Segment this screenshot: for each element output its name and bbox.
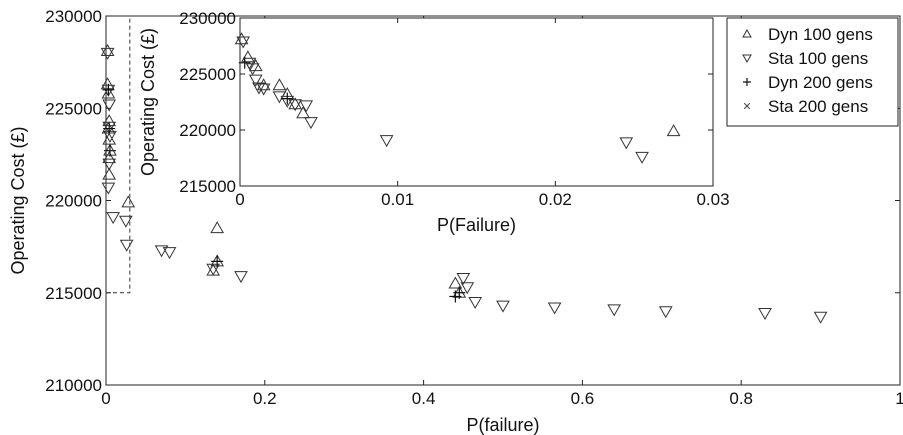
- inset-data-point: [379, 135, 394, 148]
- inset-data-point: [296, 106, 310, 119]
- inset-data-point: [241, 50, 255, 63]
- main-x-tick-label: 0.4: [412, 389, 436, 408]
- main-data-point: [118, 215, 133, 228]
- main-data-point: [102, 99, 117, 112]
- legend-label: Sta 200 gens: [768, 97, 868, 116]
- legend-box: [726, 17, 899, 127]
- main-data-point: [154, 245, 169, 258]
- main-data-point: [101, 86, 116, 99]
- main-data-point: [102, 158, 117, 171]
- inset-data-point: [299, 100, 314, 113]
- main-data-point: [211, 255, 224, 268]
- inset-data-point: [248, 59, 263, 72]
- main-data-point: [106, 212, 121, 225]
- inset-data-point: [304, 117, 318, 130]
- main-data-point: [102, 151, 117, 164]
- main-data-point: [206, 263, 221, 276]
- main-data-point: [210, 221, 225, 234]
- main-data-point: [100, 44, 115, 57]
- legend-marker: [742, 54, 752, 64]
- main-x-tick-label: 0: [101, 389, 110, 408]
- main-data-point: [162, 247, 177, 260]
- main-data-point: [658, 306, 673, 319]
- legend-label: Sta 100 gens: [768, 49, 868, 68]
- main-data-point: [813, 311, 828, 324]
- main-data-point: [103, 130, 117, 143]
- main-data-point: [468, 296, 483, 309]
- main-data-point: [100, 47, 115, 60]
- inset-x-axis-label: P(Failure): [437, 215, 516, 235]
- inset-data-point: [236, 36, 251, 49]
- inset-x-tick-label: 0.01: [381, 190, 414, 209]
- main-data-point: [102, 167, 117, 180]
- main-x-tick-label: 1: [895, 389, 903, 408]
- main-series-sta-100-gens: [100, 47, 828, 324]
- legend-entry: Dyn 200 gens: [743, 73, 873, 92]
- main-data-point: [103, 122, 116, 135]
- main-data-point: [102, 121, 117, 134]
- inset-plot-area: 0 0.01 0.02 0.03 215000 220000 225000 230000 P(F…: [138, 9, 730, 235]
- main-data-point: [101, 182, 116, 195]
- main-y-axis-label: Operating Cost (£): [8, 126, 28, 274]
- inset-y-tick-label: 225000: [179, 65, 236, 84]
- main-data-point: [758, 308, 772, 321]
- main-x-axis-label: P(failure): [466, 415, 539, 435]
- inset-data-point: [256, 83, 271, 96]
- legend-entry: Sta 100 gens: [742, 49, 868, 68]
- legend-marker: [742, 28, 752, 38]
- legend-entry: Sta 200 gens: [743, 97, 868, 116]
- main-data-point: [234, 271, 248, 284]
- main-data-point: [121, 195, 136, 208]
- inset-frame: [239, 17, 714, 187]
- main-data-point: [607, 304, 622, 317]
- inset-data-point: [248, 74, 263, 87]
- legend-label: Dyn 200 gens: [768, 73, 873, 92]
- inset-y-tick-label: 230000: [179, 9, 236, 28]
- inset-data-point: [635, 151, 649, 164]
- main-x-tick-label: 0.6: [571, 389, 595, 408]
- inset-data-point: [245, 63, 260, 76]
- main-y-tick-label: 220000: [45, 192, 102, 211]
- inset-x-tick-label: 0.03: [696, 190, 729, 209]
- inset-data-point: [252, 82, 266, 95]
- main-data-point: [496, 300, 510, 313]
- inset-data-point: [288, 99, 303, 112]
- main-y-tick-label: 230000: [45, 7, 102, 26]
- legend-entry: Dyn 100 gens: [742, 25, 873, 44]
- main-x-tick-label: 0.2: [253, 389, 277, 408]
- inset-data-point: [238, 56, 251, 69]
- main-x-tick-label: 0.8: [729, 389, 753, 408]
- main-series-dyn-200-gens: [102, 83, 466, 303]
- inset-data-point: [619, 137, 634, 150]
- legend-marker: [743, 102, 751, 110]
- inset-series-dyn-200-gens: [238, 56, 294, 105]
- zoom-region-box: [106, 16, 131, 294]
- inset-data-point: [272, 91, 287, 104]
- legend-label: Dyn 100 gens: [768, 25, 873, 44]
- inset-data-point: [272, 78, 287, 91]
- main-data-point: [448, 276, 463, 289]
- zoom-region-outline: [106, 16, 131, 294]
- main-y-tick-label: 210000: [45, 376, 102, 395]
- main-data-point: [453, 286, 466, 299]
- main-data-point: [101, 121, 116, 134]
- main-data-point: [456, 272, 471, 285]
- inset-y-axis-label: Operating Cost (£): [138, 28, 158, 176]
- inset-data-point: [666, 124, 681, 137]
- main-y-tick-label: 225000: [45, 99, 102, 118]
- inset-data-point: [288, 97, 303, 110]
- inset-x-tick-label: 0: [235, 190, 244, 209]
- main-data-point: [102, 83, 115, 96]
- legend-marker: [743, 78, 751, 86]
- main-data-point: [103, 144, 116, 157]
- main-y-tick-label: 215000: [45, 284, 102, 303]
- main-data-point: [460, 282, 475, 295]
- inset-y-tick-label: 220000: [179, 121, 236, 140]
- main-data-point: [547, 302, 562, 315]
- inset-data-point: [281, 92, 294, 105]
- legend: Dyn 100 gens Sta 100 gens Dyn 200 gens Sta …: [726, 17, 899, 127]
- inset-y-tick-label: 215000: [179, 177, 236, 196]
- inset-x-tick-label: 0.02: [539, 190, 572, 209]
